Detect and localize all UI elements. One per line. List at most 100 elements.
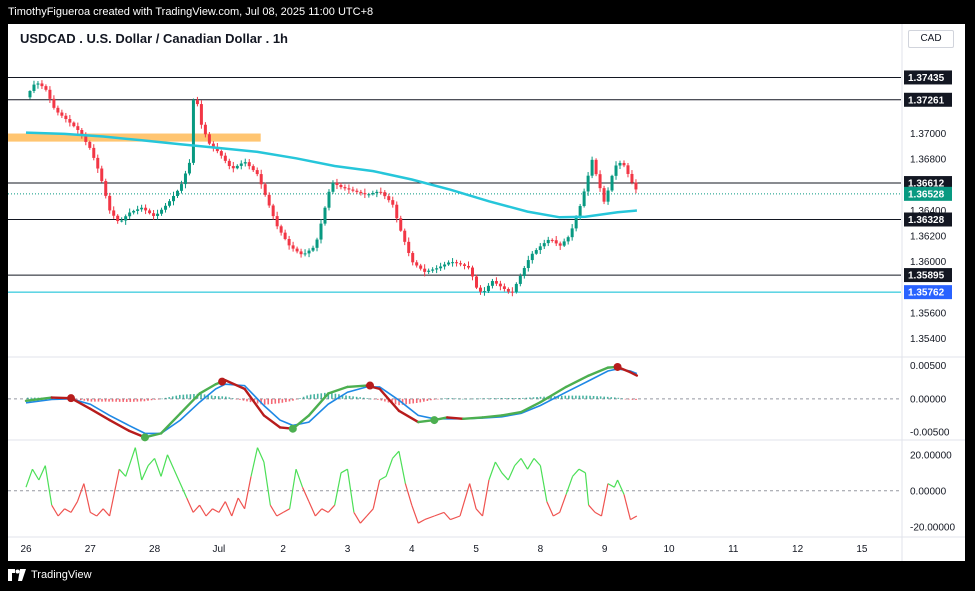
rsi-segment	[186, 497, 194, 513]
rsi-segment	[340, 468, 348, 474]
oscillator-fast-segment	[24, 396, 53, 403]
oscillator-fast-segment	[224, 379, 246, 391]
rsi-segment	[481, 479, 490, 517]
histogram-bar	[217, 396, 220, 399]
supply-zone	[8, 133, 261, 142]
rsi-tick-label: 0.00000	[910, 486, 947, 497]
rsi-segment	[520, 458, 529, 470]
rsi-segment	[276, 511, 284, 517]
rsi-segment	[218, 501, 226, 513]
candle	[124, 216, 128, 221]
candle	[419, 265, 423, 269]
histogram-bar	[242, 398, 245, 401]
histogram-bar	[302, 396, 305, 399]
histogram-bar	[285, 398, 287, 403]
histogram-bar	[575, 395, 577, 399]
time-tick-label: 3	[345, 544, 351, 555]
oscillator-fast-segment	[243, 387, 266, 417]
rsi-segment	[565, 476, 574, 495]
histogram-bar	[316, 393, 319, 399]
histogram-bar	[468, 398, 471, 400]
rsi-segment	[134, 447, 143, 481]
candle	[283, 232, 287, 240]
rsi-segment	[90, 511, 98, 517]
candle	[387, 196, 391, 201]
histogram-bar	[246, 398, 248, 402]
candle	[80, 129, 84, 136]
histogram-bar	[125, 398, 128, 402]
rsi-segment	[244, 476, 252, 509]
histogram-bar	[97, 398, 100, 402]
oscillator-fast-segment	[89, 407, 111, 422]
rsi-segment	[224, 501, 233, 517]
histogram-bar	[366, 398, 369, 399]
candle	[203, 124, 207, 135]
oscillator-tick-label: -0.00500	[910, 428, 950, 439]
candle	[546, 239, 550, 244]
candle	[538, 246, 542, 251]
candle	[634, 182, 638, 190]
histogram-bar	[437, 398, 439, 400]
time-tick-label: 15	[856, 544, 868, 555]
candle	[120, 220, 124, 222]
histogram-bar	[458, 398, 460, 400]
rsi-segment	[469, 483, 477, 509]
histogram-bar	[83, 398, 86, 401]
candle	[439, 266, 443, 269]
symbol-title[interactable]: USDCAD . U.S. Dollar / Canadian Dollar .…	[20, 31, 288, 46]
candle	[128, 212, 132, 217]
time-tick-label: 8	[538, 544, 544, 555]
oscillator-fast-segment	[397, 409, 420, 424]
histogram-bar	[341, 394, 344, 399]
histogram-bar	[582, 395, 584, 399]
candle	[100, 168, 104, 182]
price-tick-label: 1.37000	[910, 129, 947, 140]
rsi-segment	[83, 483, 91, 513]
histogram-bar	[426, 398, 429, 401]
histogram-bar	[224, 396, 227, 399]
histogram-bar	[373, 398, 376, 400]
tradingview-brand[interactable]: TradingView	[8, 569, 92, 581]
currency-selector[interactable]: CAD	[908, 30, 954, 48]
candle	[40, 83, 44, 87]
rsi-segment	[459, 483, 471, 517]
candle	[227, 160, 231, 167]
candle	[339, 184, 343, 188]
rsi-segment	[334, 472, 342, 506]
candle	[451, 262, 455, 264]
level-tag-label: 1.37435	[908, 73, 945, 84]
rsi-segment	[205, 508, 213, 517]
histogram-bar	[550, 396, 552, 399]
candle	[375, 191, 379, 194]
rsi-segment	[527, 458, 535, 470]
histogram-bar	[511, 398, 514, 399]
rsi-segment	[600, 483, 609, 517]
time-tick-label: 9	[602, 544, 608, 555]
tradingview-logo-icon	[8, 569, 26, 581]
histogram-bar	[447, 398, 450, 399]
histogram-bar	[263, 398, 266, 405]
candle	[610, 175, 614, 191]
attribution-bar: TimothyFigueroa created with TradingView…	[0, 0, 975, 24]
rsi-segment	[617, 479, 625, 495]
candle	[463, 264, 467, 266]
candle	[606, 190, 610, 202]
level-tag-label: 1.36612	[908, 179, 945, 190]
candle	[407, 241, 411, 253]
rsi-segment	[588, 504, 596, 513]
candle	[383, 192, 387, 197]
rsi-segment	[404, 483, 413, 506]
rsi-segment	[424, 515, 435, 521]
histogram-bar	[221, 396, 224, 399]
histogram-bar	[479, 398, 482, 400]
rsi-segment	[269, 504, 278, 517]
rsi-segment	[51, 504, 59, 517]
candle	[179, 184, 183, 191]
candle	[626, 165, 630, 174]
rsi-segment	[44, 465, 53, 506]
histogram-bar	[267, 398, 270, 405]
histogram-bar	[412, 398, 415, 404]
rsi-segment	[539, 465, 548, 502]
chart-canvas[interactable]: 1.37000 1.36800 1.36400 1.36200 1.36000 1.356…	[8, 24, 965, 561]
rsi-segment	[212, 508, 220, 513]
